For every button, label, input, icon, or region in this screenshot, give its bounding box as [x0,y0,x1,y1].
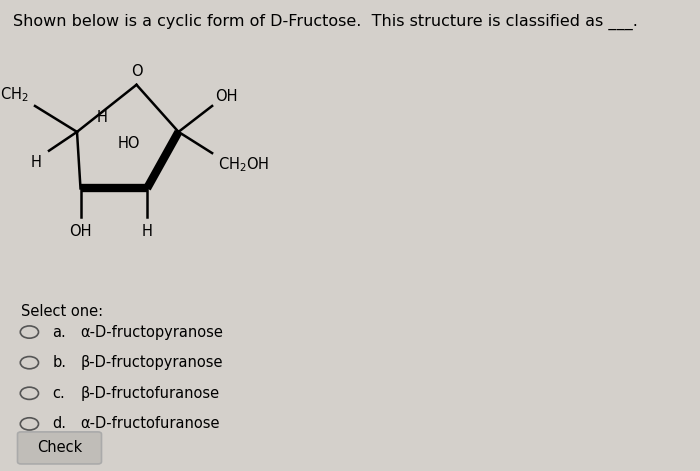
Text: H: H [141,224,153,239]
Text: b.: b. [52,355,66,370]
Text: α-D-fructofuranose: α-D-fructofuranose [80,416,220,431]
Text: H: H [31,155,42,171]
Text: OH: OH [69,224,92,239]
Text: β-D-fructopyranose: β-D-fructopyranose [80,355,223,370]
Text: Select one:: Select one: [21,304,103,319]
Text: H: H [97,110,108,125]
Text: c.: c. [52,386,65,401]
Text: Check: Check [37,440,82,455]
Text: Shown below is a cyclic form of D-Fructose.  This structure is classified as ___: Shown below is a cyclic form of D-Fructo… [13,14,638,30]
Text: HO: HO [118,136,140,151]
Text: a.: a. [52,325,66,340]
Text: OH: OH [216,89,238,104]
Text: O: O [131,64,142,79]
Text: β-D-fructofuranose: β-D-fructofuranose [80,386,220,401]
FancyBboxPatch shape [18,432,102,464]
Text: HOCH$_2$: HOCH$_2$ [0,85,29,104]
Text: d.: d. [52,416,66,431]
Text: CH$_2$OH: CH$_2$OH [218,155,269,174]
Text: α-D-fructopyranose: α-D-fructopyranose [80,325,223,340]
